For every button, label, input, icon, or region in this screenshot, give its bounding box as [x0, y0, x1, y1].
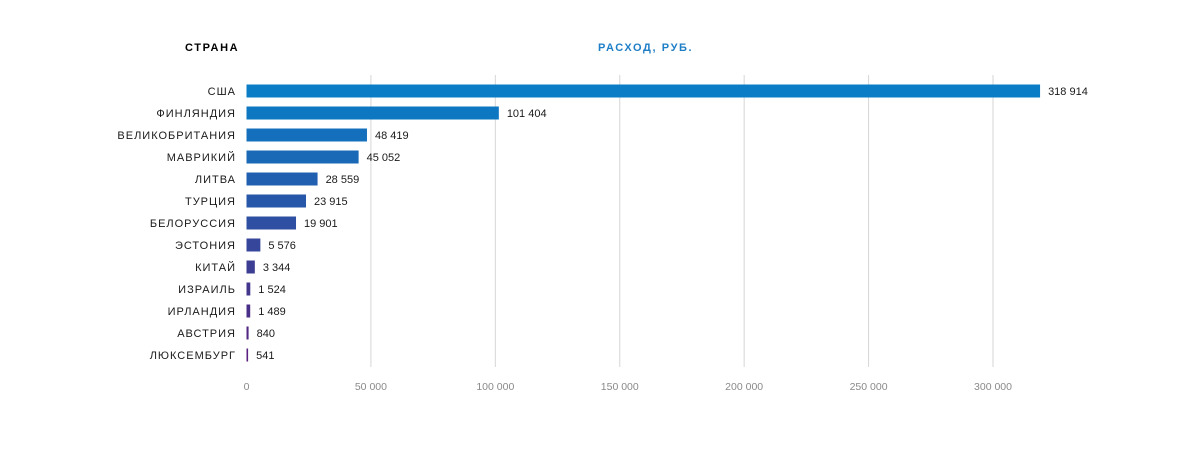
x-tick-label: 0 [244, 381, 250, 393]
category-label: ТУРЦИЯ [185, 196, 236, 208]
value-label: 23 915 [314, 196, 348, 208]
x-tick-label: 250 000 [850, 381, 888, 393]
value-label: 101 404 [507, 108, 547, 120]
category-label: ЛИТВА [195, 174, 236, 186]
bar [246, 326, 249, 340]
value-label: 1 489 [258, 306, 286, 318]
value-label: 19 901 [304, 218, 338, 230]
category-label: ИРЛАНДИЯ [168, 306, 236, 318]
category-label: ФИНЛЯНДИЯ [156, 108, 236, 120]
bar [246, 194, 307, 208]
value-label: 45 052 [367, 152, 401, 164]
x-tick-label: 100 000 [476, 381, 514, 393]
bar [246, 260, 255, 274]
bar [246, 106, 499, 120]
bar [246, 84, 1041, 98]
value-label: 541 [256, 350, 274, 362]
bar [246, 238, 261, 252]
category-label: БЕЛОРУССИЯ [150, 218, 236, 230]
value-label: 318 914 [1048, 86, 1088, 98]
category-label: ИЗРАИЛЬ [178, 284, 236, 296]
category-label: ЛЮКСЕМБУРГ [150, 350, 236, 362]
bar [246, 282, 251, 296]
value-label: 48 419 [375, 130, 409, 142]
category-label: АВСТРИЯ [177, 328, 236, 340]
category-label: ЭСТОНИЯ [175, 240, 236, 252]
value-label: 5 576 [268, 240, 296, 252]
category-label: США [208, 86, 236, 98]
value-label: 3 344 [263, 262, 291, 274]
bar [246, 172, 318, 186]
category-label: МАВРИКИЙ [167, 151, 236, 164]
bar [246, 150, 359, 164]
category-label: ВЕЛИКОБРИТАНИЯ [117, 130, 236, 142]
x-tick-label: 200 000 [725, 381, 763, 393]
bar [246, 216, 297, 230]
value-label: 1 524 [258, 284, 286, 296]
bar [246, 128, 367, 142]
value-label: 840 [257, 328, 275, 340]
country-column-header: СТРАНА [185, 42, 240, 54]
x-tick-label: 300 000 [974, 381, 1012, 393]
bar [246, 348, 249, 362]
x-tick-label: 50 000 [355, 381, 387, 393]
value-label: 28 559 [326, 174, 360, 186]
category-label: КИТАЙ [195, 261, 236, 274]
bar [246, 304, 251, 318]
expense-column-header: РАСХОД, РУБ. [598, 42, 694, 54]
x-tick-label: 150 000 [601, 381, 639, 393]
